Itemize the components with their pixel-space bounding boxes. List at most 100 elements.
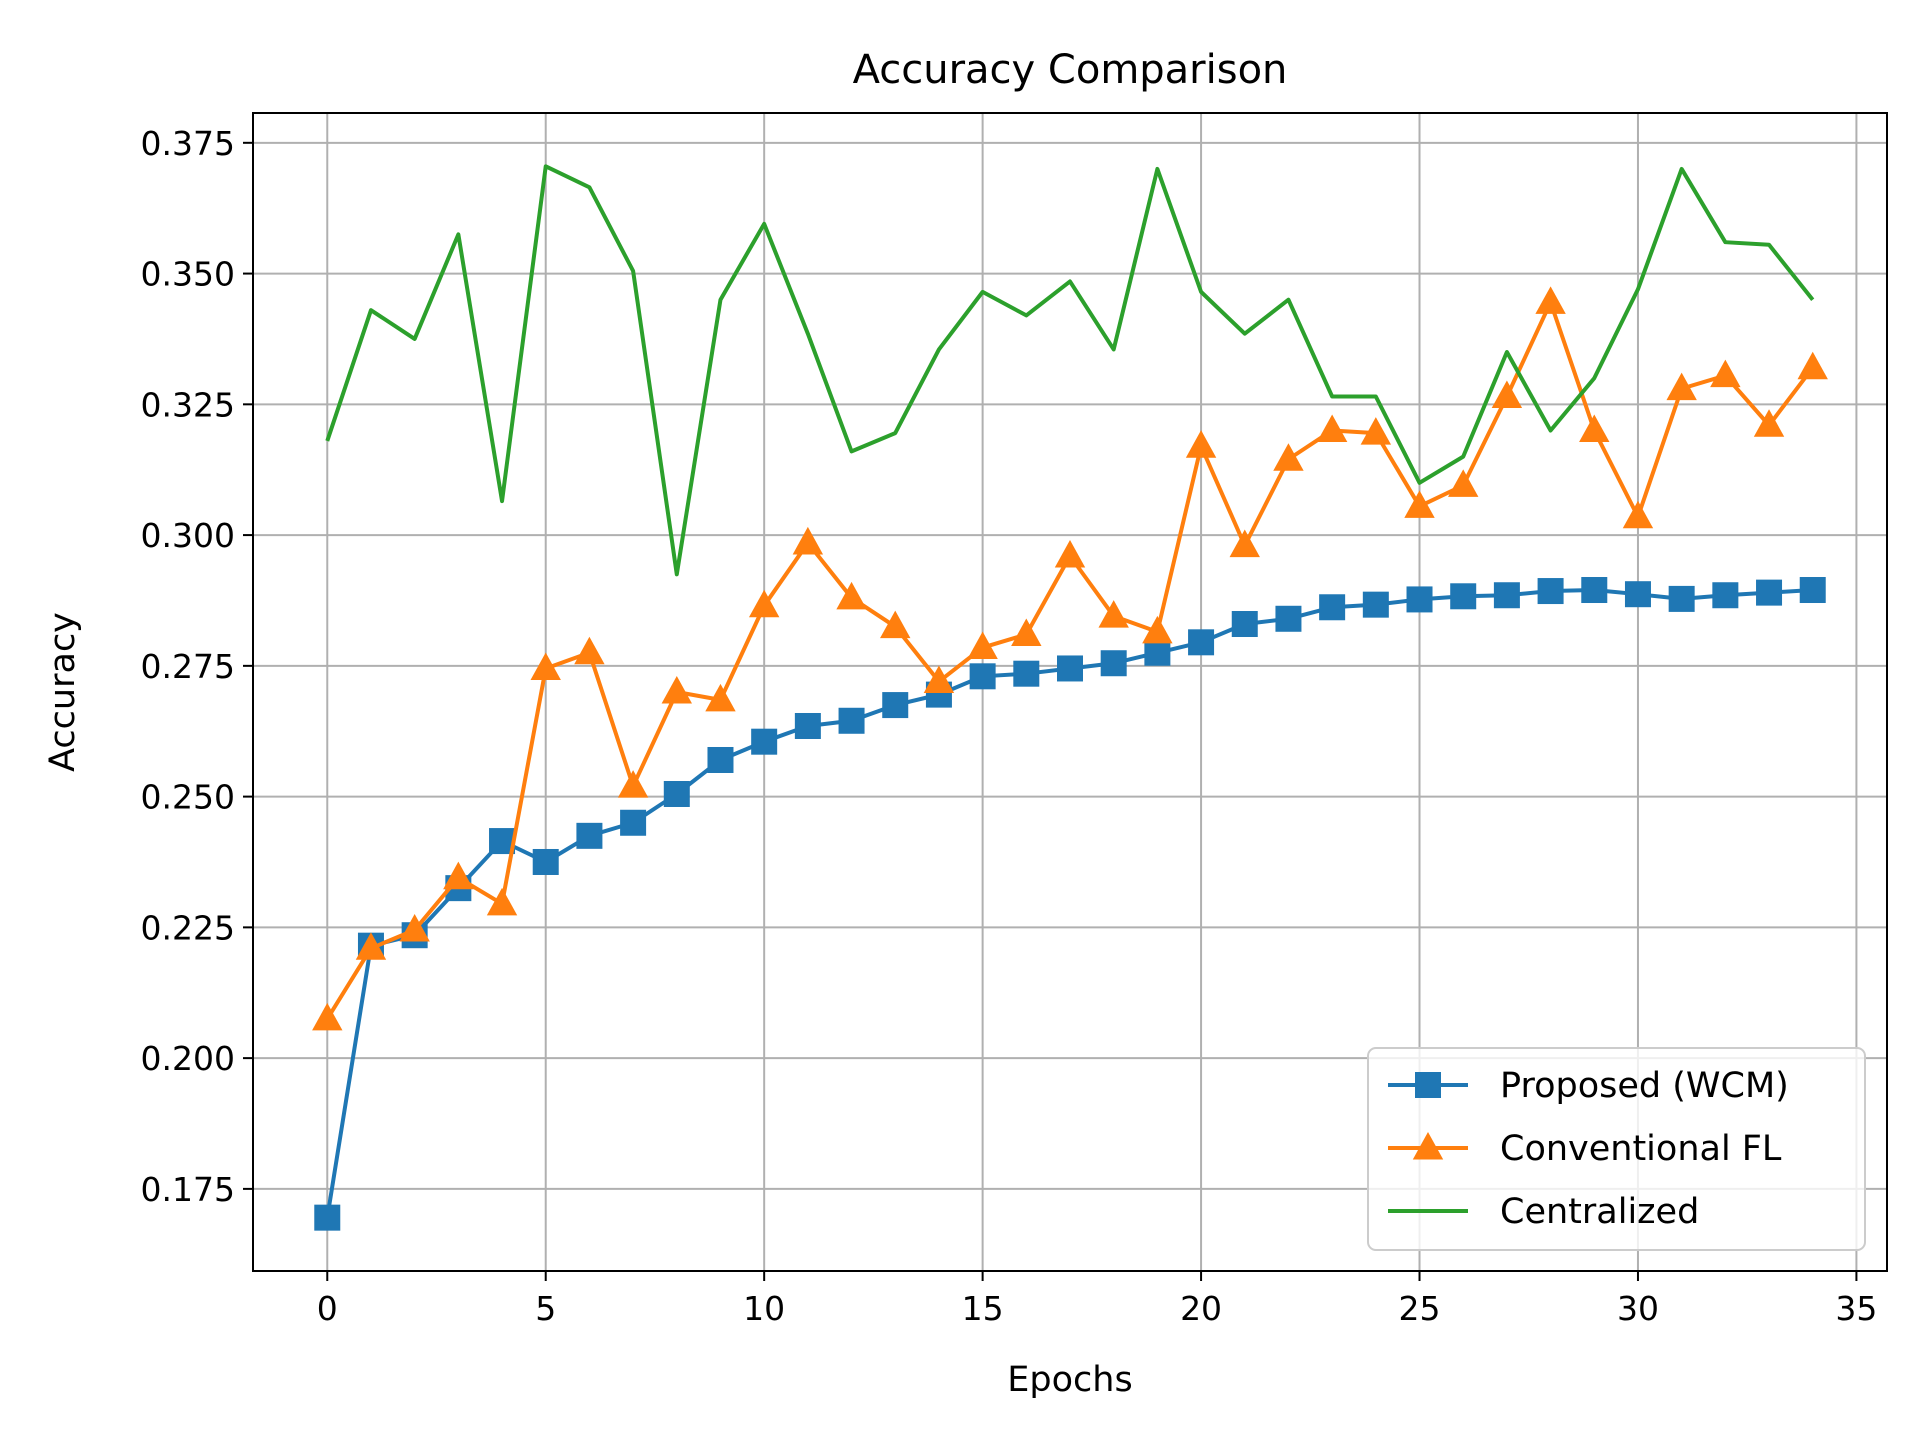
data-point (486, 887, 518, 916)
y-axis-label: Accuracy (43, 612, 83, 772)
series-conventional-fl (312, 286, 1828, 1031)
data-point (1275, 605, 1302, 632)
legend-entry-label: Centralized (1500, 1192, 1699, 1232)
data-point (969, 663, 996, 690)
data-point (1054, 540, 1086, 568)
data-point (748, 589, 780, 618)
data-point (1622, 500, 1654, 529)
data-point (1098, 600, 1129, 628)
x-tick-label: 30 (1617, 1289, 1659, 1328)
data-point (1404, 490, 1435, 518)
data-point (1360, 417, 1392, 445)
series-line (325, 164, 1815, 577)
data-point (443, 861, 474, 890)
y-tick-label: 0.300 (141, 516, 235, 555)
data-point (1753, 409, 1785, 437)
x-axis-label: Epochs (1007, 1360, 1132, 1400)
legend: Proposed (WCM) Conventional FL Centralized (1367, 1047, 1866, 1251)
data-point (1450, 583, 1477, 610)
series-centralized (325, 164, 1815, 577)
x-tick-label: 10 (743, 1289, 785, 1328)
legend-marker (1415, 1072, 1441, 1098)
data-point (1013, 660, 1040, 687)
x-tick-label: 5 (535, 1289, 556, 1328)
data-point (707, 746, 734, 773)
data-point (1231, 611, 1258, 638)
data-point (1537, 578, 1564, 605)
data-point (792, 526, 824, 555)
data-point (355, 932, 387, 960)
x-tick-label: 25 (1399, 1289, 1441, 1328)
data-point (1799, 577, 1826, 604)
data-point (1712, 582, 1739, 609)
data-point (1535, 286, 1566, 314)
data-point (530, 652, 561, 680)
data-point (1579, 414, 1610, 443)
legend-entry-label: Proposed (WCM) (1500, 1066, 1789, 1106)
y-tick-label: 0.325 (141, 385, 235, 424)
y-tick-label: 0.375 (141, 124, 235, 163)
data-point (1624, 581, 1651, 608)
data-point (1057, 655, 1083, 682)
x-tick-label: 15 (962, 1289, 1004, 1328)
data-point (1406, 586, 1433, 613)
data-point (923, 665, 955, 694)
data-point (576, 822, 603, 849)
series-proposed-wcm (314, 577, 1826, 1231)
axis-ticks: 0 5 10 15 20 25 30 35 0.175 0.200 0.225 0.250 0.275 0… (141, 124, 1878, 1328)
x-tick-label: 0 (317, 1289, 338, 1328)
y-tick-label: 0.350 (141, 255, 235, 294)
data-point (1229, 529, 1260, 558)
data-point (1011, 618, 1042, 646)
plot-frame (252, 112, 1888, 1272)
data-point (1319, 594, 1346, 621)
data-point (705, 683, 736, 712)
data-point (1144, 639, 1171, 666)
legend-marker (1412, 1132, 1444, 1160)
data-point (312, 1002, 343, 1031)
data-point (882, 692, 909, 719)
data-point (1142, 615, 1173, 644)
data-point (620, 809, 647, 836)
data-point (1710, 359, 1741, 388)
data-point (574, 636, 605, 665)
data-point (836, 581, 867, 610)
data-point (663, 780, 690, 807)
data-point (617, 770, 649, 798)
data-point (1185, 430, 1217, 458)
data-point (1666, 372, 1697, 401)
data-point (1756, 579, 1783, 606)
legend-entry-label: Conventional FL (1500, 1129, 1782, 1169)
data-point (1362, 591, 1389, 618)
data-point (399, 913, 430, 942)
y-tick-label: 0.200 (141, 1039, 235, 1078)
data-point (1100, 650, 1127, 677)
data-point (1581, 577, 1608, 604)
legend-box (1367, 1047, 1866, 1251)
data-point (1188, 629, 1215, 656)
data-point (314, 1204, 341, 1231)
data-point (1316, 414, 1348, 443)
data-point (880, 610, 911, 639)
data-point (1448, 469, 1479, 497)
data-point (967, 631, 998, 660)
data-point (751, 728, 778, 755)
data-point (532, 848, 559, 875)
y-tick-label: 0.225 (141, 908, 235, 947)
x-tick-label: 20 (1180, 1289, 1222, 1328)
chart-title: Accuracy Comparison (853, 47, 1288, 93)
y-tick-label: 0.175 (141, 1170, 235, 1209)
data-point (838, 707, 865, 734)
data-point (1273, 443, 1304, 471)
data-point (1797, 351, 1828, 380)
data-point (1668, 585, 1695, 612)
data-point (794, 712, 821, 739)
x-tick-label: 35 (1835, 1289, 1877, 1328)
data-point (1493, 582, 1520, 609)
series-layer (312, 164, 1828, 1231)
y-tick-label: 0.250 (141, 778, 235, 817)
data-point (661, 676, 692, 704)
data-point (1491, 380, 1523, 409)
y-tick-label: 0.275 (141, 647, 235, 686)
